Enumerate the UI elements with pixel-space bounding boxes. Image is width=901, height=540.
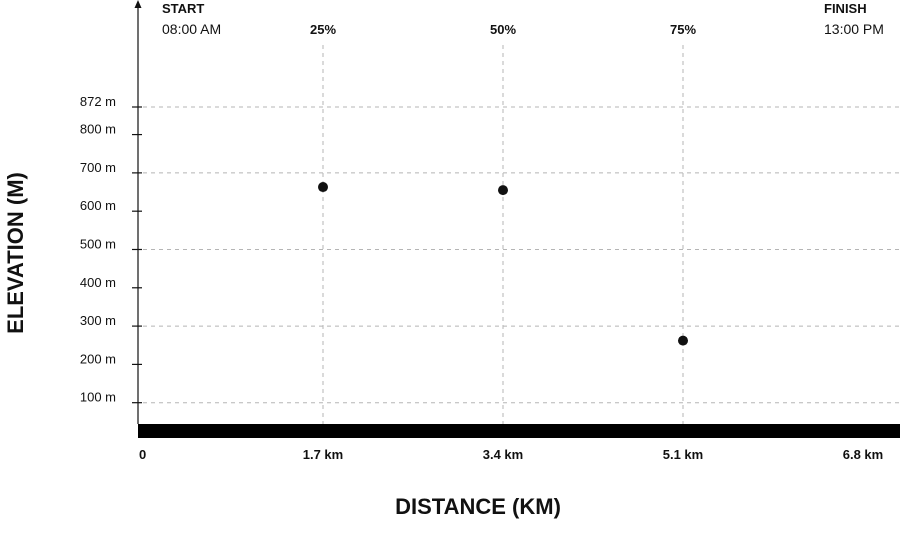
x-tick-label: 3.4 km [483,447,523,462]
x-tick-label: 0 [139,447,146,462]
y-tick-label: 872 m [80,94,116,109]
y-tick-label: 200 m [80,351,116,366]
y-tick-label: 100 m [80,390,116,405]
percent-marker-label: 25% [310,22,336,37]
y-tick-label: 700 m [80,160,116,175]
x-tick-label: 1.7 km [303,447,343,462]
percent-marker-label: 50% [490,22,516,37]
data-point [318,182,328,193]
data-point [678,335,688,346]
y-tick-label: 600 m [80,198,116,213]
x-tick-label: 6.8 km [843,447,883,462]
baseline-bar [138,424,900,438]
x-tick-label: 5.1 km [663,447,703,462]
y-tick-label: 500 m [80,236,116,251]
y-axis-arrow-icon [134,0,142,8]
data-point [498,185,508,196]
y-axis-title: ELEVATION (M) [3,172,28,334]
finish-title: FINISH [824,1,867,16]
start-title: START [162,1,204,16]
percent-marker-label: 75% [670,22,696,37]
y-tick-label: 400 m [80,275,116,290]
y-tick-label: 800 m [80,122,116,137]
start-time: 08:00 AM [162,21,221,37]
finish-time: 13:00 PM [824,21,884,37]
y-tick-label: 300 m [80,313,116,328]
x-axis-title: DISTANCE (KM) [395,494,561,519]
